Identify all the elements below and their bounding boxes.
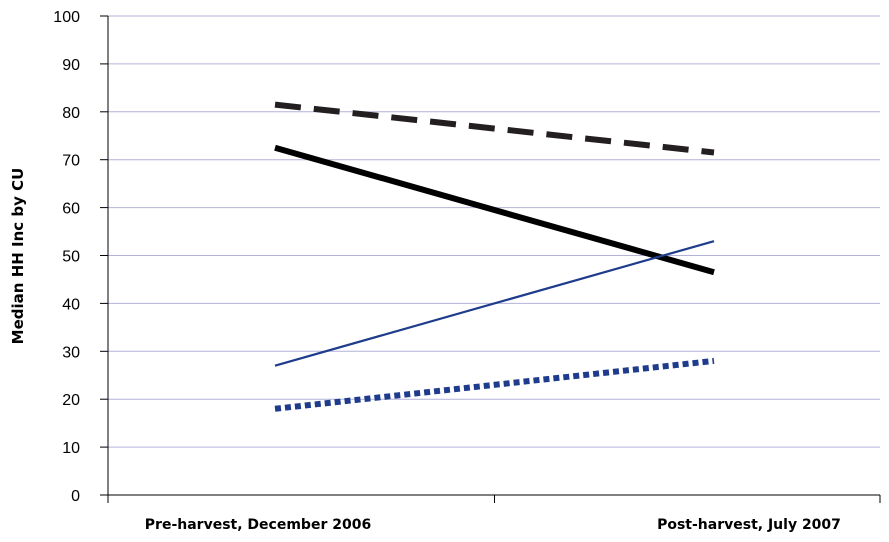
y-tick-label: 90 bbox=[62, 57, 80, 74]
y-tick-label: 100 bbox=[53, 9, 80, 26]
y-tick-labels: 0 10 20 30 40 50 60 70 80 90 100 bbox=[53, 9, 80, 505]
axes bbox=[100, 15, 881, 503]
series-lines bbox=[274, 101, 715, 412]
y-tick-label: 10 bbox=[62, 440, 80, 457]
y-tick-label: 50 bbox=[62, 249, 80, 266]
y-tick-label: 70 bbox=[62, 153, 80, 170]
y-tick-label: 60 bbox=[62, 201, 80, 218]
y-tick-label: 0 bbox=[71, 488, 80, 505]
y-tick-label: 30 bbox=[62, 344, 80, 361]
y-tick-label: 20 bbox=[62, 392, 80, 409]
x-tick-labels: Pre-harvest, December 2006 Post-harvest, … bbox=[145, 517, 841, 533]
series-line-4 bbox=[274, 357, 715, 412]
x-tick-label: Pre-harvest, December 2006 bbox=[145, 517, 371, 533]
y-axis-label: Median HH Inc by CU bbox=[9, 168, 27, 345]
series-line-1 bbox=[274, 101, 715, 156]
y-tick-label: 80 bbox=[62, 105, 80, 122]
series-line-3 bbox=[274, 240, 715, 367]
series-line-2 bbox=[274, 144, 715, 276]
y-tick-label: 40 bbox=[62, 296, 80, 313]
x-tick-label: Post-harvest, July 2007 bbox=[657, 517, 841, 533]
